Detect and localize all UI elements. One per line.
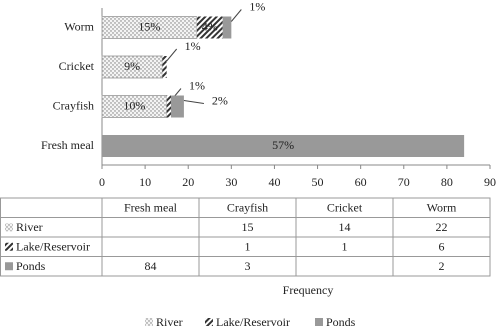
data-label: 2% [212,93,228,107]
table-row-label: Lake/Reservoir [16,240,90,254]
x-axis-label: Frequency [283,283,334,297]
x-tick-label: 0 [99,175,105,189]
leader-line [166,48,178,62]
table-cell: 2 [439,259,445,273]
table-cell: 6 [439,240,445,254]
x-tick-label: 20 [182,175,194,189]
leader-line [183,100,204,104]
category-label: Crayfish [53,98,94,112]
data-label: 9% [124,59,140,73]
x-tick-label: 40 [268,175,280,189]
table-swatch [5,223,13,232]
x-tick-label: 60 [355,175,367,189]
table-header: Crayfish [227,201,268,215]
data-label: 1% [185,39,201,53]
table-cell: 84 [145,259,157,273]
category-label: Fresh meal [41,138,95,152]
bar-segment [196,16,223,39]
table-cell: 3 [245,259,251,273]
x-tick-label: 70 [398,175,410,189]
data-label: 15% [138,19,160,33]
legend-swatch [145,318,153,326]
table-header: Cricket [327,201,363,215]
table-cell: 1 [245,240,251,254]
table-cell: 1 [342,240,348,254]
table-cell: 22 [436,220,448,234]
table-row-label: River [16,220,43,234]
x-tick-label: 80 [441,175,453,189]
category-label: Cricket [59,59,95,73]
x-tick-label: 90 [484,175,496,189]
legend-label: Lake/Reservoir [216,315,290,329]
legend-label: River [156,315,183,329]
x-tick-label: 30 [225,175,237,189]
bar-segment [102,135,465,157]
category-label: Worm [64,19,94,33]
legend-label: Ponds [326,315,356,329]
table-swatch [5,262,13,271]
legend-swatch [205,318,213,326]
data-label: 57% [272,138,294,152]
data-label: 10% [123,98,145,112]
table-cell: 14 [339,220,351,234]
legend-swatch [315,318,323,326]
data-label: 4% [202,19,218,33]
table-row-label: Ponds [16,259,46,273]
bar-segment [222,16,232,39]
bar-segment [101,95,168,118]
data-label: 1% [249,0,265,13]
bar-segment [166,95,171,118]
x-tick-label: 10 [139,175,151,189]
table-cell: 15 [242,220,254,234]
data-label: 1% [189,78,205,92]
bar-segment [170,95,184,118]
x-tick-label: 50 [312,175,324,189]
table-header: Fresh meal [124,201,178,215]
table-swatch [5,242,13,251]
leader-line [230,9,242,22]
bar-segment [162,56,167,78]
table-header: Worm [427,201,457,215]
